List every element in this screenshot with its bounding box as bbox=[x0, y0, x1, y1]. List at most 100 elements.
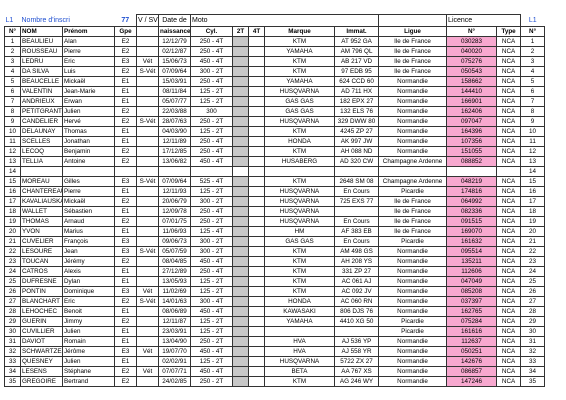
league: Picardie bbox=[378, 316, 448, 327]
league: Champagne Ardenne bbox=[378, 176, 448, 187]
licence-type: NCA bbox=[496, 36, 522, 47]
row-number: 21 bbox=[520, 236, 546, 247]
first-name: Jimmy bbox=[62, 316, 115, 327]
row-number: 2 bbox=[520, 46, 546, 57]
row-number: 26 bbox=[520, 286, 546, 297]
licence-number: 082336 bbox=[446, 206, 498, 217]
row-number: 9 bbox=[4, 116, 21, 127]
row-number: 24 bbox=[520, 266, 546, 277]
last-name: GREGOIRE bbox=[20, 376, 63, 387]
birth-date: 09/06/73 bbox=[158, 236, 191, 247]
group: E1 bbox=[114, 306, 137, 317]
row-number: 16 bbox=[4, 186, 21, 197]
first-name: François bbox=[62, 236, 115, 247]
brand: KTM bbox=[264, 146, 335, 157]
data-row: 11 SCELLES Jonathan E1 12/11/89 250 - 4T HONDA… bbox=[4, 136, 546, 147]
licence-type: NCA bbox=[496, 316, 522, 327]
last-name: BEAUCELLE bbox=[20, 76, 63, 87]
engine: 300 - 2T bbox=[190, 236, 233, 247]
row-number: 16 bbox=[520, 186, 546, 197]
row-number: 22 bbox=[520, 246, 546, 257]
row-number: 23 bbox=[520, 256, 546, 267]
registration: AD 711 HX bbox=[333, 86, 380, 97]
league: Normandie bbox=[378, 356, 448, 367]
data-row: 1 BEAULIEU Alan E2 12/12/79 250 - 4T KTM AT 952… bbox=[4, 36, 546, 47]
row-number: 6 bbox=[520, 86, 546, 97]
category bbox=[136, 76, 159, 87]
group: E2 bbox=[114, 376, 137, 387]
birth-date: 07/01/75 bbox=[158, 216, 191, 227]
column-header: Gpe bbox=[114, 26, 137, 37]
registration: 329 DWW 80 bbox=[333, 116, 380, 127]
registration: AJ 536 YP bbox=[333, 336, 380, 347]
group: E2 bbox=[114, 366, 137, 377]
licence-number: 142676 bbox=[446, 356, 498, 367]
cell bbox=[248, 366, 265, 377]
last-name: LEHOCHEC bbox=[20, 306, 63, 317]
row-number: 4 bbox=[4, 66, 21, 77]
group: E3 bbox=[114, 246, 137, 257]
category bbox=[136, 326, 159, 337]
data-row: 14 14 bbox=[4, 166, 546, 177]
category bbox=[136, 96, 159, 107]
last-name: LEDRU bbox=[20, 56, 63, 67]
first-name: Jonathan bbox=[62, 136, 115, 147]
column-header: Prénom bbox=[62, 26, 115, 37]
birth-date: 13/04/90 bbox=[158, 336, 191, 347]
cell bbox=[248, 246, 265, 257]
category bbox=[136, 106, 159, 117]
last-name: CATROS bbox=[20, 266, 63, 277]
group: E1 bbox=[114, 356, 137, 367]
engine: 250 - 2T bbox=[190, 116, 233, 127]
sheet-tag: L1 bbox=[528, 16, 537, 24]
group: E1 bbox=[114, 126, 137, 137]
licence-type: NCA bbox=[496, 206, 522, 217]
engine: 300 - 2T bbox=[190, 66, 233, 77]
column-header: 4T bbox=[248, 26, 265, 37]
registration-table: L1 Nombre d'inscri 77 V / SV Date de Mot… bbox=[4, 14, 546, 387]
brand bbox=[264, 326, 335, 337]
cell bbox=[248, 236, 265, 247]
engine: 300 - 4T bbox=[190, 296, 233, 307]
engine: 300 - 2T bbox=[190, 196, 233, 207]
data-row: 4 DA SILVA Luis E2 S-Vét 07/09/64 300 - 2T KTM 9… bbox=[4, 66, 546, 77]
cell bbox=[232, 276, 249, 287]
data-row: 33 QUESNEY Julien E1 02/02/91 125 - 2T HUSQVAR… bbox=[4, 356, 546, 367]
engine: 250 - 4T bbox=[190, 146, 233, 157]
league: Normandie bbox=[378, 146, 448, 157]
cell bbox=[232, 326, 249, 337]
row-number: 23 bbox=[4, 256, 21, 267]
cell bbox=[248, 196, 265, 207]
brand: KTM bbox=[264, 36, 335, 47]
row-number: 31 bbox=[4, 336, 21, 347]
league: Normandie bbox=[378, 366, 448, 377]
registration: 624 CCD 60 bbox=[333, 76, 380, 87]
cell bbox=[248, 56, 265, 67]
registration: AM 796 QL bbox=[333, 46, 380, 57]
cell bbox=[232, 126, 249, 137]
row-number: 28 bbox=[4, 306, 21, 317]
licence-type: NCA bbox=[496, 296, 522, 307]
first-name: Dominique bbox=[62, 286, 115, 297]
birth-date: 20/06/79 bbox=[158, 196, 191, 207]
brand: KTM bbox=[264, 176, 335, 187]
licence-type: NCA bbox=[496, 266, 522, 277]
cell bbox=[248, 76, 265, 87]
brand: KTM bbox=[264, 126, 335, 137]
cell bbox=[248, 136, 265, 147]
licence-type: NCA bbox=[496, 66, 522, 77]
row-number: 6 bbox=[4, 86, 21, 97]
cell bbox=[232, 196, 249, 207]
row-number: 14 bbox=[520, 166, 546, 177]
first-name: Jérôme bbox=[62, 346, 115, 357]
last-name: MOREAU bbox=[20, 176, 63, 187]
cell bbox=[232, 96, 249, 107]
league: Normandie bbox=[378, 376, 448, 387]
last-name: PETITGRANT bbox=[20, 106, 63, 117]
row-number: 10 bbox=[4, 126, 21, 137]
brand: HUSQVARNA bbox=[264, 356, 335, 367]
data-row: 21 CUVELIER François E3 09/06/73 300 - 2T GAS … bbox=[4, 236, 546, 247]
first-name: Pierre bbox=[62, 186, 115, 197]
group: E1 bbox=[114, 336, 137, 347]
row-number: 25 bbox=[4, 276, 21, 287]
